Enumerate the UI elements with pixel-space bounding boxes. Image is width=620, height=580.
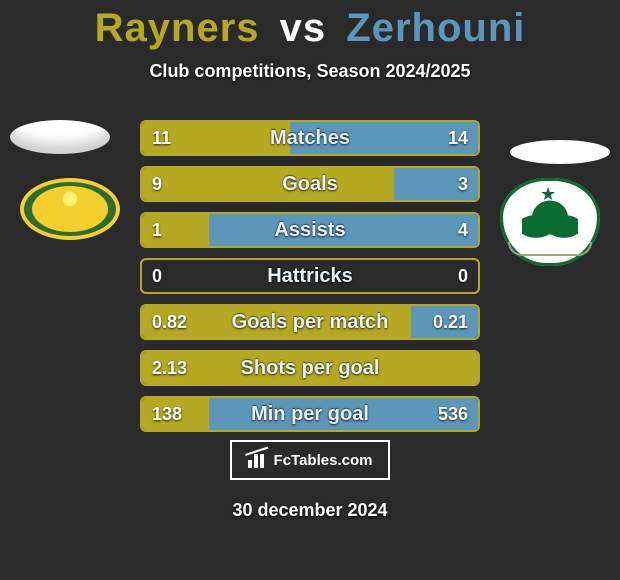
stat-label: Hattricks bbox=[142, 260, 478, 292]
comparison-title: Rayners vs Zerhouni bbox=[0, 0, 620, 51]
subtitle: Club competitions, Season 2024/2025 bbox=[0, 61, 620, 82]
flag-right bbox=[510, 140, 610, 164]
stat-row: Matches1114 bbox=[140, 120, 480, 156]
stat-row: Goals per match0.820.21 bbox=[140, 304, 480, 340]
stat-row: Goals93 bbox=[140, 166, 480, 202]
stat-bar-left bbox=[142, 352, 478, 384]
player2-name: Zerhouni bbox=[346, 6, 525, 50]
flag-left bbox=[10, 120, 110, 154]
stat-bar-left bbox=[142, 398, 209, 430]
brand-text: FcTables.com bbox=[274, 452, 373, 469]
stat-bar-right bbox=[411, 306, 478, 338]
stat-bar-right bbox=[209, 214, 478, 246]
stats-bars: Matches1114 Goals93 Assists14 Hattricks0 0 Go… bbox=[140, 120, 480, 442]
stat-bar-left bbox=[142, 122, 290, 154]
stat-value-right: 0 bbox=[458, 260, 468, 292]
stat-row: Min per goal138536 bbox=[140, 396, 480, 432]
stat-row: Shots per goal2.13 bbox=[140, 350, 480, 386]
stat-bar-left bbox=[142, 306, 411, 338]
crest-right: ★ bbox=[500, 178, 600, 266]
stat-bar-left bbox=[142, 168, 394, 200]
brand-box[interactable]: FcTables.com bbox=[230, 440, 390, 480]
stat-row: Hattricks0 0 bbox=[140, 258, 480, 294]
vs-text: vs bbox=[280, 6, 327, 50]
stat-row: Assists14 bbox=[140, 212, 480, 248]
stat-bar-right bbox=[394, 168, 478, 200]
stat-bar-right bbox=[290, 122, 478, 154]
date: 30 december 2024 bbox=[0, 500, 620, 521]
chart-icon bbox=[248, 452, 268, 468]
stat-bar-right bbox=[209, 398, 478, 430]
crest-left bbox=[20, 178, 120, 240]
stat-value-left: 0 bbox=[152, 260, 162, 292]
stat-bar-left bbox=[142, 214, 209, 246]
player1-name: Rayners bbox=[95, 6, 260, 50]
